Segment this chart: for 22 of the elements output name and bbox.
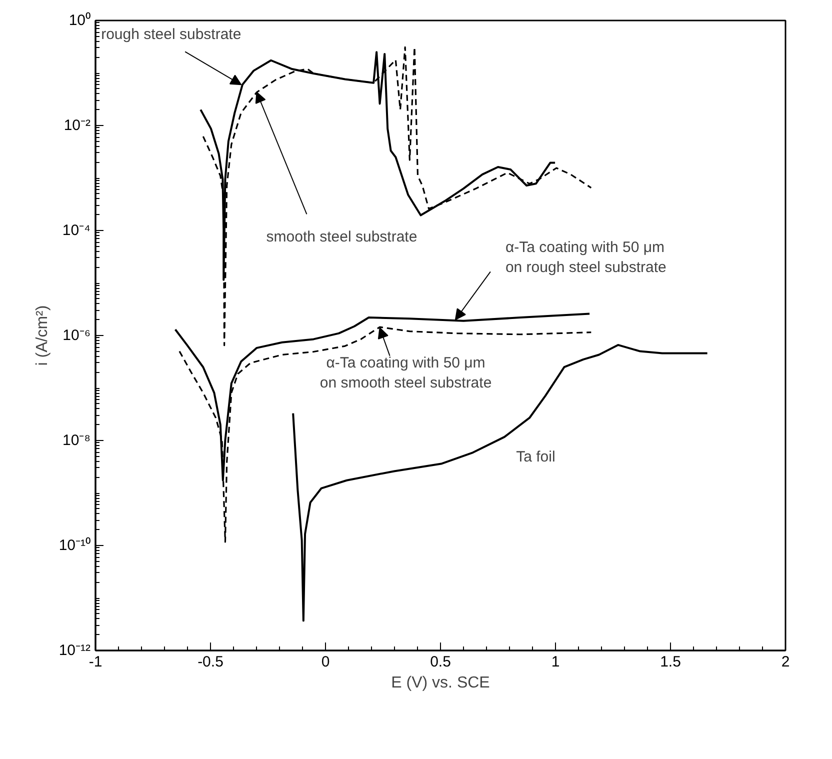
line-series [292, 344, 708, 622]
y-tick-label: 10⁻¹⁰ [58, 537, 91, 554]
y-axis-title: i (A/cm²) [34, 305, 51, 366]
x-tick-label: 2 [781, 654, 790, 670]
y-tick-label: 10⁻² [64, 117, 91, 134]
x-tick-label: 0.5 [430, 654, 451, 670]
x-tick-label: 0 [321, 654, 330, 670]
x-tick-label: 1.5 [660, 654, 681, 670]
x-axis-title: E (V) vs. SCE [391, 674, 490, 692]
annotation: rough steel substrate [101, 26, 242, 44]
y-tick-label: 10⁻⁸ [62, 432, 91, 449]
y-tick-label: 10⁻⁴ [62, 222, 91, 239]
annotation: α-Ta coating with 50 μm on smooth steel substrate [320, 354, 492, 392]
annotation: Ta foil [516, 448, 556, 466]
y-tick-label: 10⁰ [68, 12, 91, 29]
x-tick-label: 1 [551, 654, 560, 670]
annotation: smooth steel substrate [266, 228, 418, 246]
x-tick-label: -0.5 [198, 654, 224, 670]
annotation: α-Ta coating with 50 μm on rough steel substrate [505, 239, 666, 276]
x-tick-label: -1 [88, 654, 102, 670]
y-tick-label: 10⁻¹² [58, 642, 91, 659]
y-tick-label: 10⁻⁶ [62, 327, 90, 344]
